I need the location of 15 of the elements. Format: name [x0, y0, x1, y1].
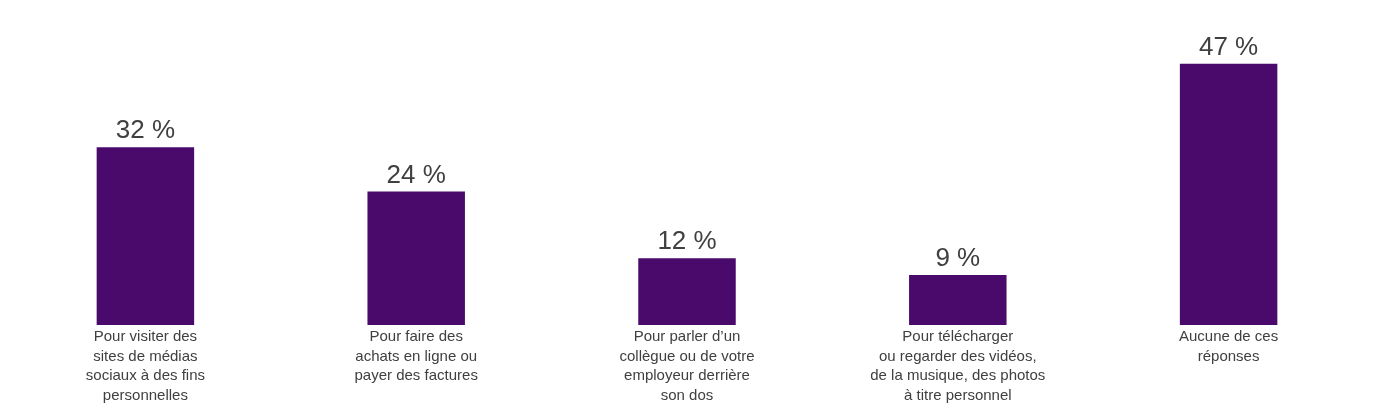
- x-tick-label: Pour parler d’un collègue ou de votre employeur derrière son dos: [619, 327, 755, 403]
- x-tick-label: Pour télécharger ou regarder des vidéos, de la musique, des photos à titre personnel: [870, 327, 1046, 403]
- x-tick-label: Pour faire des achats en ligne ou payer des factures: [354, 327, 478, 383]
- x-tick-label: Aucune de ces réponses: [1178, 327, 1279, 364]
- bar: [367, 191, 465, 325]
- bar: [96, 147, 195, 325]
- bar: [1179, 63, 1278, 325]
- data-label: 12 %: [657, 225, 717, 256]
- bar: [909, 274, 1007, 325]
- data-label: 47 %: [1198, 30, 1259, 61]
- data-label: 24 %: [386, 158, 446, 189]
- data-label: 9 %: [935, 241, 981, 272]
- bar: [638, 258, 736, 325]
- data-label: 32 %: [115, 114, 176, 145]
- x-tick-label: Pour visiter des sites de médias sociaux à des fins personnelles: [85, 327, 206, 403]
